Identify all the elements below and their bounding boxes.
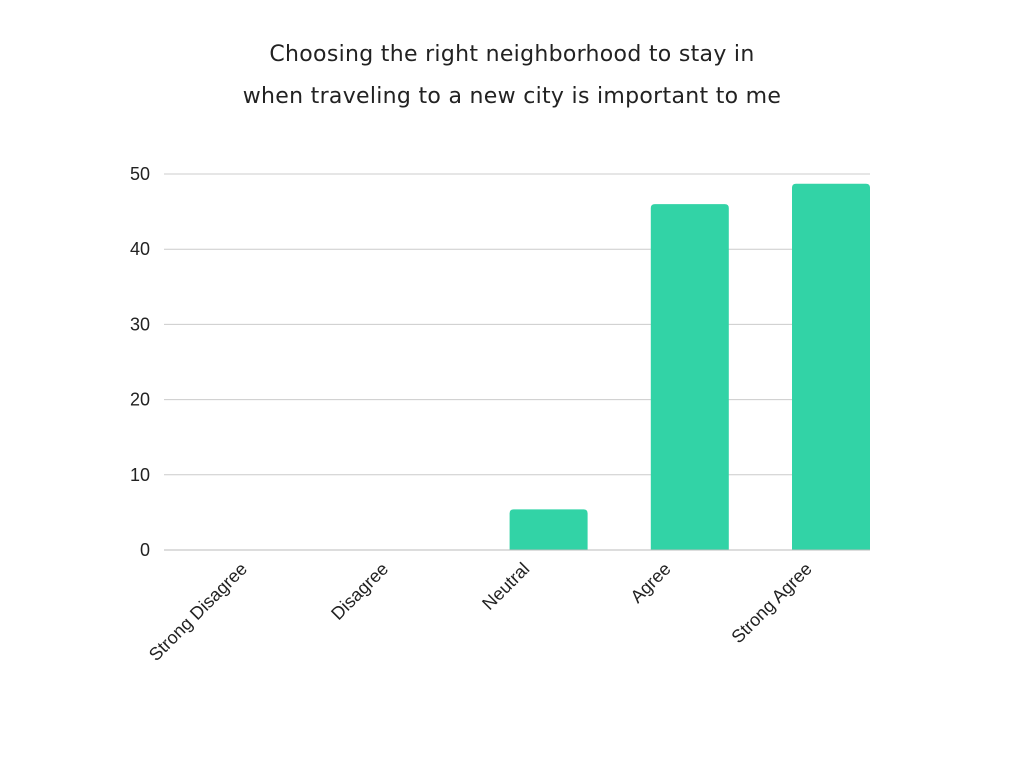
x-category-label: Neutral xyxy=(478,559,533,614)
bars xyxy=(509,183,870,550)
chart-title-line-2: when traveling to a new city is importan… xyxy=(242,84,782,109)
y-tick-label: 10 xyxy=(130,465,150,485)
bar-strong-agree xyxy=(792,183,870,550)
chart-title-line-1: Choosing the right neighborhood to stay … xyxy=(269,42,755,67)
x-category-label: Strong Disagree xyxy=(145,559,251,665)
y-tick-label: 20 xyxy=(130,390,150,410)
y-tick-label: 50 xyxy=(130,164,150,184)
x-category-label: Agree xyxy=(627,559,675,607)
x-category-label: Disagree xyxy=(327,559,392,624)
bar-neutral xyxy=(509,509,588,550)
gridlines xyxy=(164,173,870,476)
bar-agree xyxy=(650,204,729,550)
y-tick-label: 0 xyxy=(140,540,150,560)
y-tick-label: 30 xyxy=(130,314,150,334)
y-tick-label: 40 xyxy=(130,239,150,259)
x-category-label: Strong Agree xyxy=(727,559,815,647)
